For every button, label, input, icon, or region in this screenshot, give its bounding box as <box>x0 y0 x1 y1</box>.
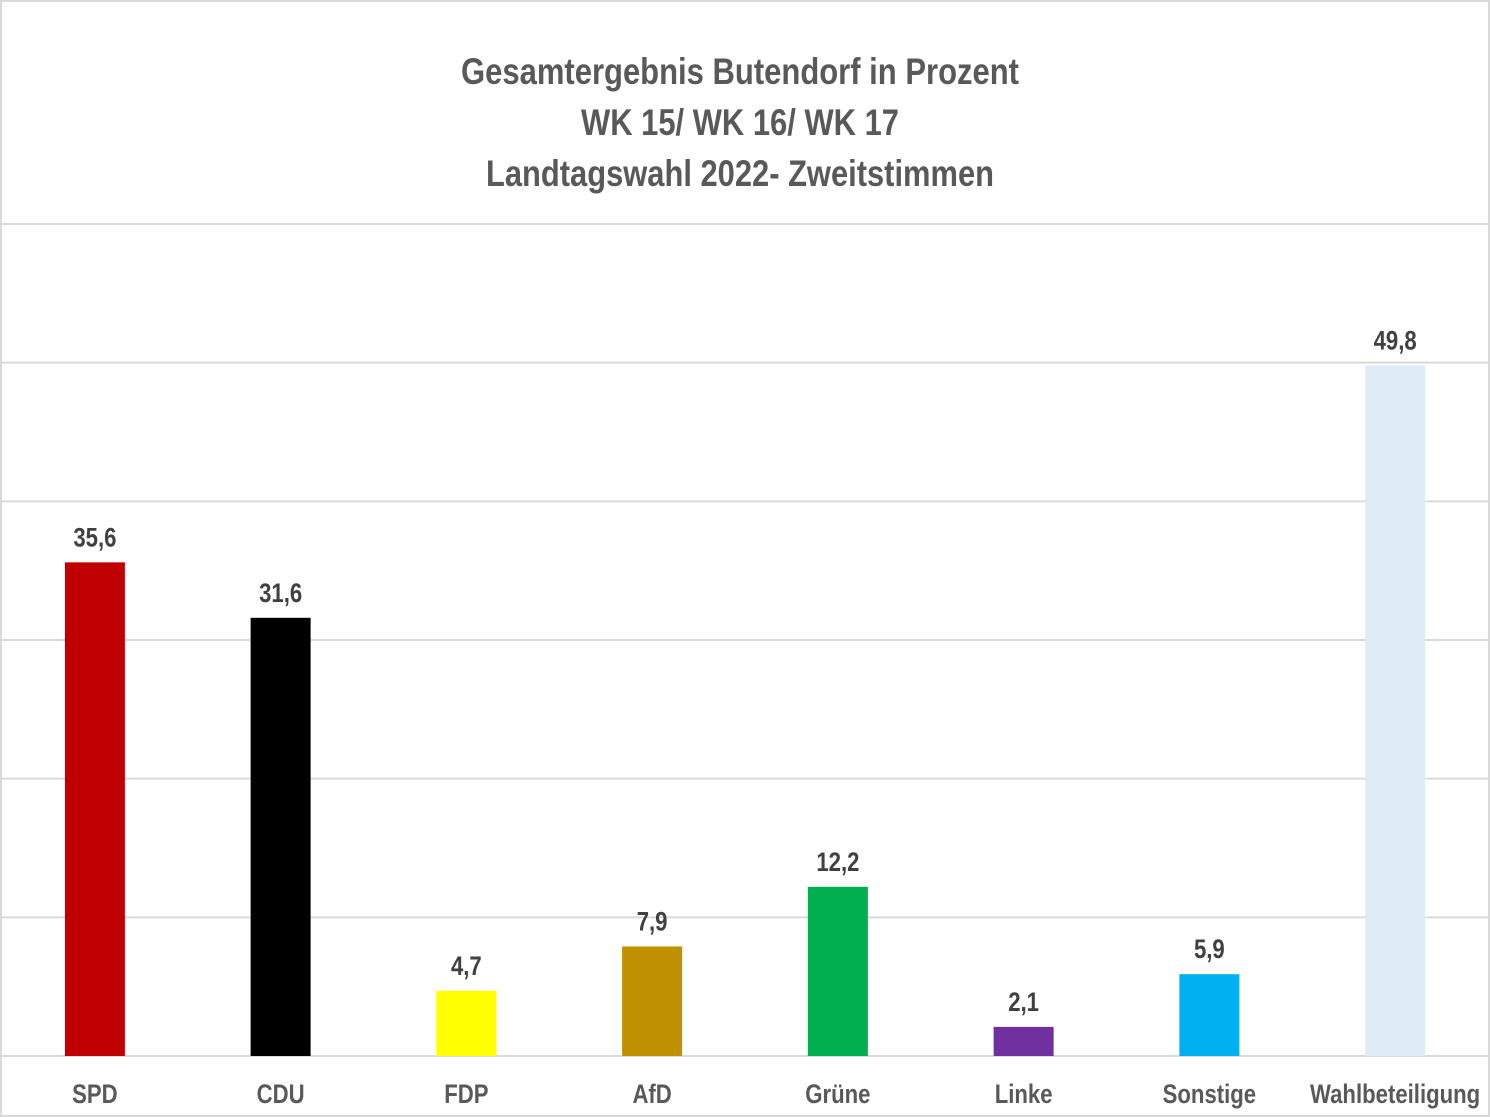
chart-title-line-2: WK 15/ WK 16/ WK 17 <box>581 102 899 143</box>
gridlines <box>2 223 1488 1057</box>
bar-wahlbeteiligung <box>1365 365 1426 1056</box>
bar-afd <box>622 946 683 1056</box>
data-label: 7,9 <box>637 906 668 936</box>
category-label: Sonstige <box>1163 1079 1256 1109</box>
category-label: CDU <box>257 1079 305 1109</box>
chart-title-line-3: Landtagswahl 2022- Zweitstimmen <box>486 153 994 194</box>
bar-grüne <box>807 886 868 1056</box>
category-label: Grüne <box>805 1079 870 1109</box>
category-label: FDP <box>444 1079 488 1109</box>
data-label: 2,1 <box>1008 987 1039 1017</box>
bar-fdp <box>436 990 497 1056</box>
data-label: 35,6 <box>73 522 116 552</box>
data-label: 12,2 <box>816 847 859 877</box>
bar-spd <box>64 562 125 1056</box>
category-label: Linke <box>995 1079 1053 1109</box>
bar-cdu <box>250 617 311 1056</box>
bar-linke <box>993 1026 1054 1056</box>
bar-sonstige <box>1179 974 1240 1056</box>
category-label: SPD <box>72 1079 118 1109</box>
chart-title-line-1: Gesamtergebnis Butendorf in Prozent <box>461 51 1019 92</box>
data-label: 5,9 <box>1194 934 1225 964</box>
category-label: Wahlbeteiligung <box>1310 1079 1480 1109</box>
data-label: 49,8 <box>1374 325 1417 355</box>
data-label: 4,7 <box>451 951 482 981</box>
bars: 35,6 SPD 31,6 CDU 4,7 FDP 7,9 AfD 12,2 Grüne 2,1 Li… <box>64 325 1480 1109</box>
category-label: AfD <box>632 1079 671 1109</box>
data-label: 31,6 <box>259 578 302 608</box>
